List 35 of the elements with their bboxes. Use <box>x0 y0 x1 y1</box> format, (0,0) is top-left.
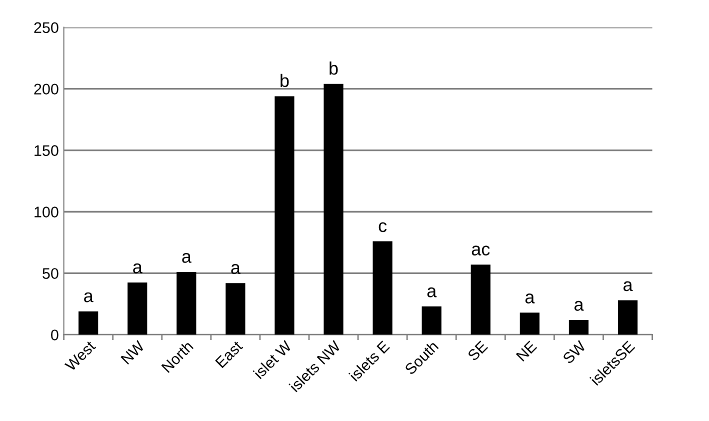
y-tick-label: 0 <box>51 330 58 340</box>
y-tick-label: 150 <box>34 145 58 156</box>
annotation: a <box>231 264 240 274</box>
annotation: a <box>574 300 584 311</box>
bar <box>274 96 294 335</box>
annotation: a <box>427 287 437 298</box>
y-tick-label: 200 <box>34 84 58 95</box>
annotation: ac <box>472 246 490 256</box>
x-tick-label: NW <box>120 340 146 364</box>
x-tick-label: SW <box>562 340 587 364</box>
x-tick-label: SE <box>467 340 488 362</box>
annotation: c <box>378 222 387 232</box>
bar <box>176 272 196 335</box>
y-tick-label: 50 <box>42 268 58 279</box>
bar <box>128 282 148 335</box>
annotation: a <box>182 252 192 263</box>
bar <box>372 241 392 335</box>
bar <box>520 312 540 335</box>
bar <box>324 84 344 335</box>
bar <box>422 306 442 335</box>
bar <box>78 311 98 335</box>
annotation: a <box>624 281 633 292</box>
bar <box>618 300 638 335</box>
bar <box>470 264 490 335</box>
annotation: a <box>133 263 142 274</box>
x-tick-label: islet W <box>252 340 292 380</box>
bar <box>568 320 589 335</box>
x-tick-label: NE <box>516 340 538 362</box>
annotation: a <box>525 294 535 304</box>
annotation: b <box>330 62 338 75</box>
y-tick-label: 250 <box>34 22 58 34</box>
annotation: b <box>280 74 289 88</box>
bar <box>226 283 246 335</box>
y-tick-label: 100 <box>34 206 58 218</box>
annotation: a <box>84 292 94 302</box>
